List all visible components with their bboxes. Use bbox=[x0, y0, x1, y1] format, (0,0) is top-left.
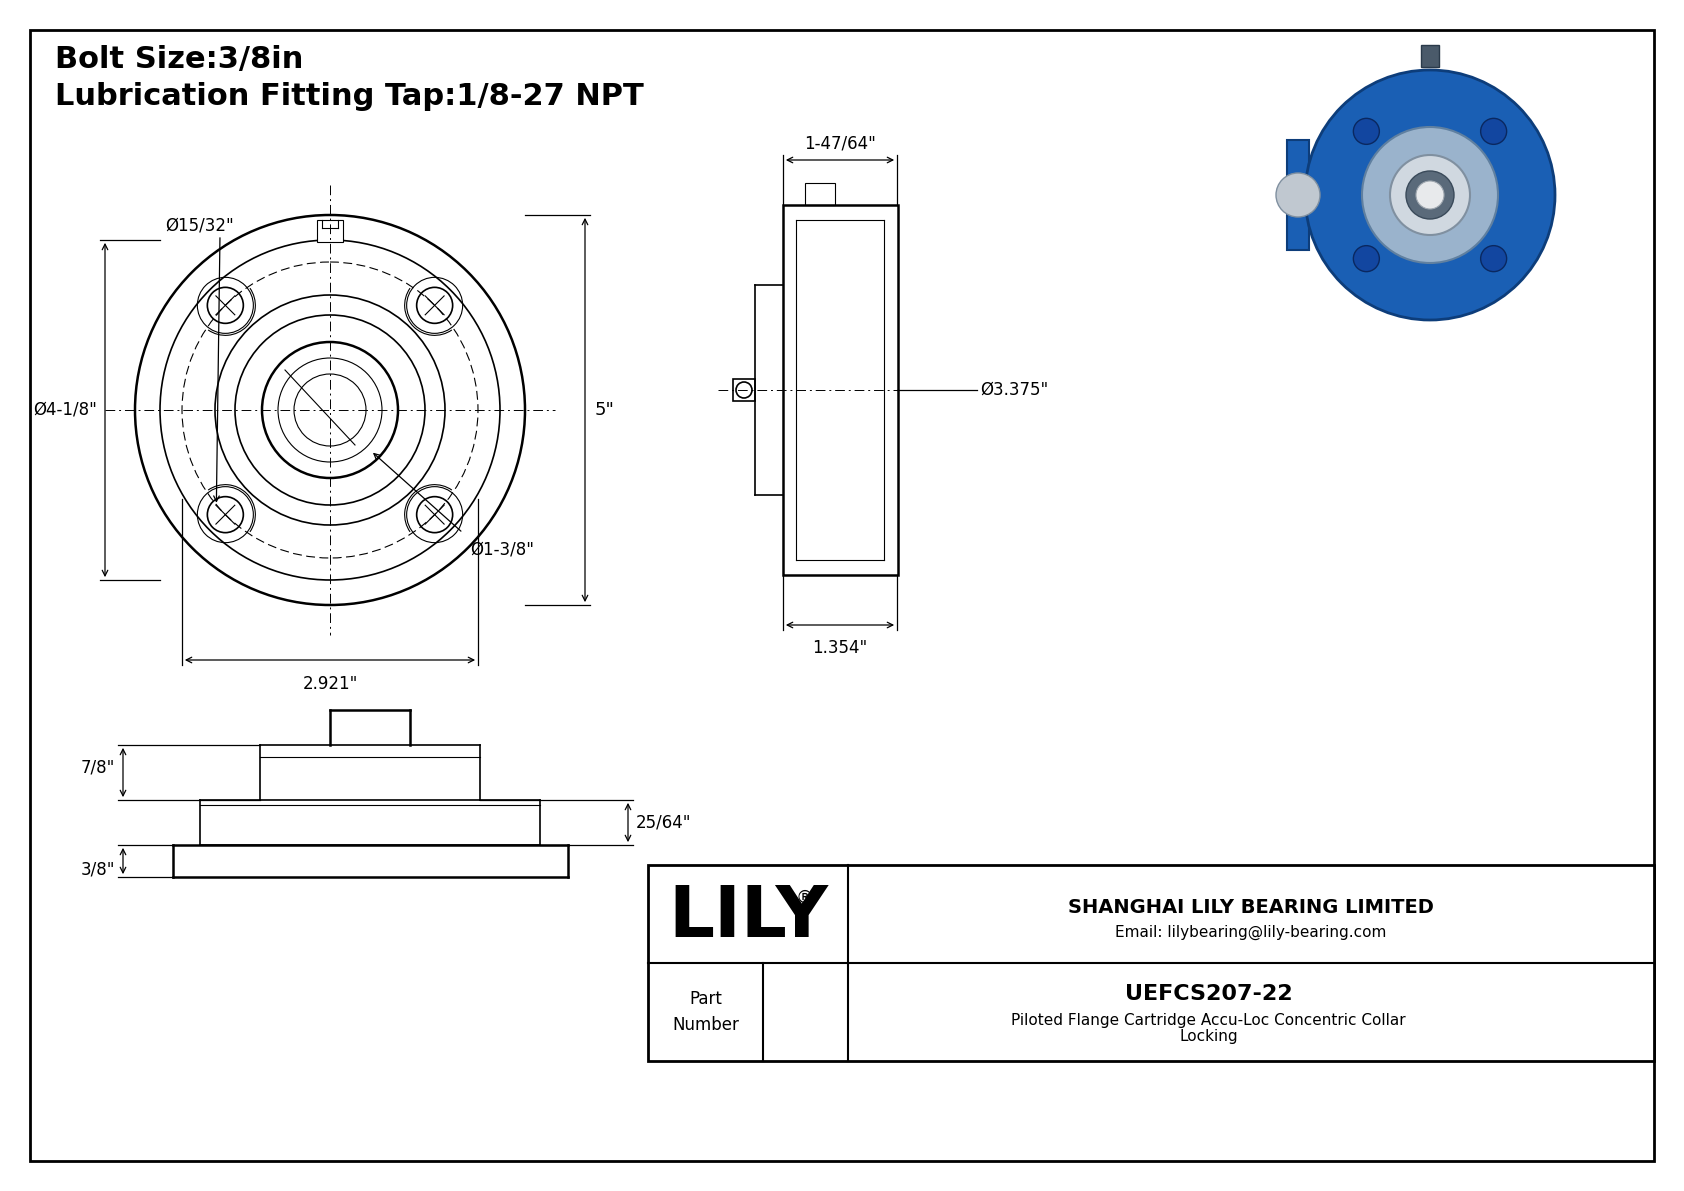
Bar bbox=[317, 220, 344, 242]
Text: 1.354": 1.354" bbox=[812, 640, 867, 657]
Text: SHANGHAI LILY BEARING LIMITED: SHANGHAI LILY BEARING LIMITED bbox=[1068, 898, 1435, 917]
Bar bbox=[733, 379, 754, 401]
Text: 3/8": 3/8" bbox=[81, 860, 115, 878]
Text: Lubrication Fitting Tap:1/8-27 NPT: Lubrication Fitting Tap:1/8-27 NPT bbox=[56, 82, 643, 111]
Circle shape bbox=[1354, 245, 1379, 272]
Text: Bolt Size:3/8in: Bolt Size:3/8in bbox=[56, 45, 303, 74]
Text: Ø1-3/8": Ø1-3/8" bbox=[470, 540, 534, 559]
Text: Part
Number: Part Number bbox=[672, 991, 739, 1034]
Text: Email: lilybearing@lily-bearing.com: Email: lilybearing@lily-bearing.com bbox=[1115, 924, 1386, 940]
Text: Ø3.375": Ø3.375" bbox=[980, 381, 1047, 399]
Bar bbox=[1421, 45, 1440, 67]
Text: Ø15/32": Ø15/32" bbox=[165, 216, 234, 233]
Circle shape bbox=[1480, 118, 1507, 144]
Bar bbox=[783, 205, 898, 575]
Circle shape bbox=[1362, 127, 1499, 263]
Circle shape bbox=[1305, 70, 1554, 320]
Text: 2.921": 2.921" bbox=[303, 675, 357, 693]
Text: Piloted Flange Cartridge Accu-Loc Concentric Collar: Piloted Flange Cartridge Accu-Loc Concen… bbox=[1010, 1012, 1406, 1028]
Text: 25/64": 25/64" bbox=[637, 813, 692, 831]
Circle shape bbox=[1354, 118, 1379, 144]
Text: ®: ® bbox=[797, 888, 813, 906]
Circle shape bbox=[1389, 155, 1470, 235]
Circle shape bbox=[1480, 245, 1507, 272]
Text: LILY: LILY bbox=[669, 884, 829, 953]
Text: Ø4-1/8": Ø4-1/8" bbox=[34, 401, 98, 419]
Text: UEFCS207-22: UEFCS207-22 bbox=[1125, 984, 1292, 1004]
Text: Locking: Locking bbox=[1179, 1029, 1238, 1043]
Text: 5": 5" bbox=[594, 401, 615, 419]
Bar bbox=[805, 183, 835, 205]
Circle shape bbox=[1406, 172, 1453, 219]
Text: 1-47/64": 1-47/64" bbox=[803, 135, 876, 152]
Bar bbox=[648, 865, 1654, 1061]
Bar bbox=[1287, 141, 1308, 250]
Text: 7/8": 7/8" bbox=[81, 759, 115, 777]
Circle shape bbox=[1416, 181, 1443, 208]
Circle shape bbox=[1276, 173, 1320, 217]
